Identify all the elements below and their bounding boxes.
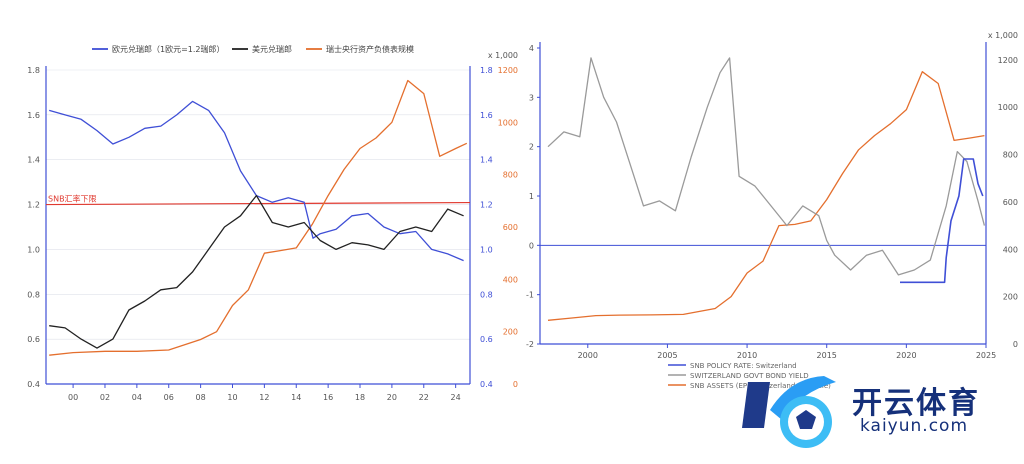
right-x-tick: 2010 xyxy=(737,351,757,360)
left-x-tick: 10 xyxy=(227,393,237,402)
left-legend-label: 美元兑瑞郎 xyxy=(252,44,292,54)
left-y-tick: 0.8 xyxy=(27,290,40,299)
right-right-unit: x 1,000 xyxy=(988,31,1018,40)
left-y-right1-tick: 1.4 xyxy=(480,156,493,165)
right-y-tick: 2 xyxy=(529,143,534,152)
right-y-tick: 0 xyxy=(529,241,534,250)
left-y-right2-tick: 1200 xyxy=(498,66,518,75)
left-y-tick: 1.6 xyxy=(27,111,40,120)
series-balance-sheet xyxy=(49,79,468,356)
series-govt-bond-yield xyxy=(547,57,986,276)
left-chart: 0.4 0.6 0.8 1.0 1.2 1.4 1.6 1.8 0.4 0.6 0.8 1.0 1.2 1… xyxy=(27,44,518,402)
left-y-right2-tick: 600 xyxy=(503,223,518,232)
series-usd-chf xyxy=(49,194,464,349)
right-y-tick: 3 xyxy=(529,93,534,102)
watermark-en: kaiyun.com xyxy=(860,416,969,436)
left-x-tick: 06 xyxy=(164,393,174,402)
left-y-tick: 1.4 xyxy=(27,156,40,165)
left-y-right1-tick: 1.8 xyxy=(480,66,493,75)
left-legend-label: 欧元兑瑞郎（1欧元=1.2瑞郎） xyxy=(112,44,225,54)
right-y-tick: 4 xyxy=(529,44,534,53)
left-legend-label: 瑞士央行资产负债表规模 xyxy=(326,44,414,54)
right-y-right-tick: 400 xyxy=(1003,245,1018,254)
right-y-right-tick: 1000 xyxy=(998,103,1018,112)
left-x-tick: 14 xyxy=(291,393,301,402)
right-y-right-tick: 800 xyxy=(1003,151,1018,160)
right-y-right-tick: 0 xyxy=(1013,340,1018,349)
left-y-right2-tick: 400 xyxy=(503,275,518,284)
left-y-right2-tick: 0 xyxy=(513,380,518,389)
left-y-right1-tick: 1.0 xyxy=(480,245,493,254)
watermark-cn: 开云体育 xyxy=(852,386,980,421)
left-y-tick: 0.6 xyxy=(27,335,40,344)
left-y-right1-tick: 0.6 xyxy=(480,335,493,344)
snb-floor-line xyxy=(45,201,471,206)
left-y-right1-tick: 1.6 xyxy=(480,111,493,120)
left-right-unit: x 1,000 xyxy=(488,51,518,60)
left-y-right2-tick: 200 xyxy=(503,328,518,337)
left-y-right1-tick: 0.8 xyxy=(480,290,493,299)
left-x-tick: 08 xyxy=(196,393,206,402)
left-y-right2-tick: 1000 xyxy=(498,118,518,127)
left-y-tick: 1.0 xyxy=(27,245,40,254)
left-x-tick: 02 xyxy=(100,393,110,402)
left-x-tick: 18 xyxy=(355,393,365,402)
right-y-right-tick: 1200 xyxy=(998,56,1018,65)
left-y-right2-tick: 800 xyxy=(503,171,518,180)
left-y-tick: 0.4 xyxy=(27,380,40,389)
right-x-tick: 2020 xyxy=(896,351,916,360)
left-x-tick: 16 xyxy=(323,393,333,402)
right-y-tick: -2 xyxy=(526,340,534,349)
right-x-tick: 2000 xyxy=(578,351,598,360)
left-x-tick: 22 xyxy=(419,393,429,402)
kaiyun-logo xyxy=(742,376,836,448)
right-x-tick: 2025 xyxy=(976,351,996,360)
left-x-tick: 00 xyxy=(68,393,78,402)
right-y-right-tick: 200 xyxy=(1003,293,1018,302)
snb-floor-label: SNB汇率下限 xyxy=(48,194,97,204)
series-eur-chf xyxy=(49,100,464,262)
right-x-tick: 2005 xyxy=(657,351,677,360)
left-x-tick: 04 xyxy=(132,393,142,402)
left-y-right1-tick: 0.4 xyxy=(480,380,493,389)
series-snb-assets xyxy=(547,71,985,321)
left-y-tick: 1.2 xyxy=(27,201,40,210)
left-y-tick: 1.8 xyxy=(27,66,40,75)
left-x-tick: 24 xyxy=(451,393,461,402)
right-legend-label: SWITZERLAND GOVT BOND YIELD xyxy=(690,372,809,380)
left-y-right1-tick: 1.2 xyxy=(480,201,493,210)
left-x-tick: 12 xyxy=(259,393,269,402)
right-x-tick: 2015 xyxy=(817,351,837,360)
right-legend-label: SNB POLICY RATE: Switzerland xyxy=(690,362,797,370)
watermark: 开云体育 kaiyun.com xyxy=(740,370,1024,460)
series-policy-rate xyxy=(900,158,984,284)
left-x-tick: 20 xyxy=(387,393,397,402)
right-y-tick: 1 xyxy=(529,192,534,201)
right-y-tick: -1 xyxy=(526,291,534,300)
right-y-right-tick: 600 xyxy=(1003,198,1018,207)
